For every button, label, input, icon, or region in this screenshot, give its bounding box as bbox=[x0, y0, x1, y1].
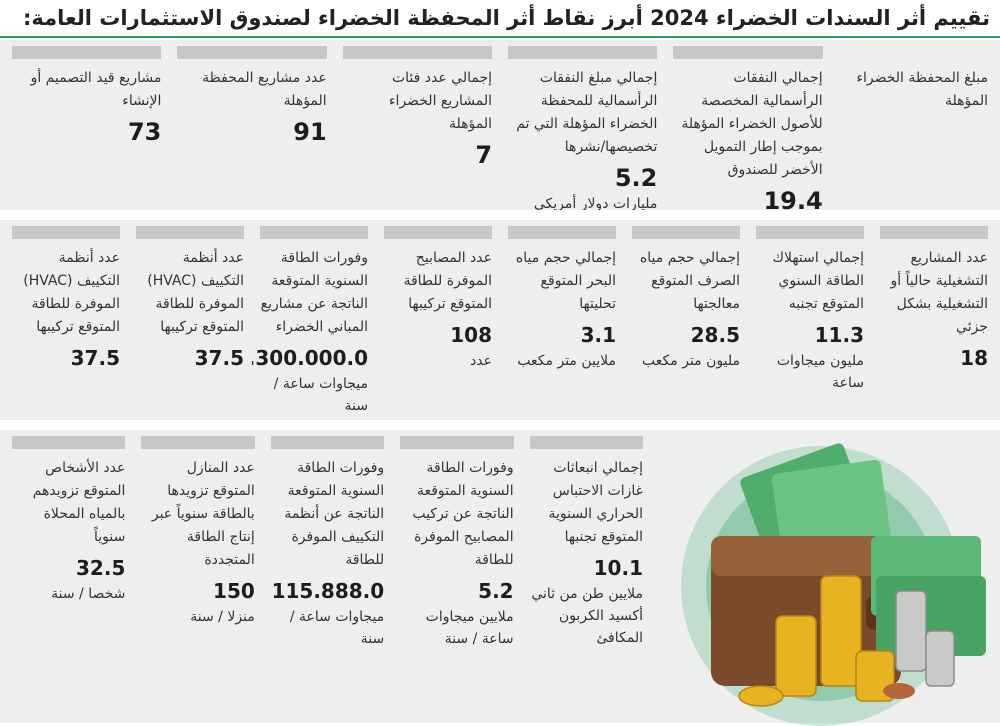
card-bar bbox=[673, 46, 823, 59]
stat-card: عدد المصابيح الموفرة للطاقة المتوقع تركي… bbox=[376, 226, 500, 420]
stat-card: إجمالي عدد فئات المشاريع الخضراء المؤهلة… bbox=[335, 46, 500, 210]
stat-value: 19.4 bbox=[763, 187, 823, 210]
stat-label: إجمالي انبعاثات غازات الاحتباس الحراري ا… bbox=[548, 460, 643, 545]
stat-card: عدد مشاريع المحفظة المؤهلة 91 bbox=[169, 46, 334, 210]
stat-unit: ميجاوات ساعة / سنة bbox=[273, 376, 368, 414]
stat-unit: مليارات دولار أمريكي bbox=[533, 196, 658, 210]
card-bar bbox=[270, 436, 385, 449]
title: تقييم أثر السندات الخضراء 2024 أبرز نقاط… bbox=[0, 0, 1000, 38]
stat-unit: ملايين متر مكعب bbox=[517, 353, 616, 369]
stat-value: 32.5 bbox=[76, 556, 126, 580]
card-bar bbox=[12, 226, 120, 239]
section: مبلغ المحفظة الخضراء المؤهلة إجمالي النفق… bbox=[0, 40, 1000, 210]
card-bar bbox=[260, 226, 368, 239]
stat-label: مشاريع قيد التصميم أو الإنشاء bbox=[30, 70, 162, 109]
stat-value: 11.3 bbox=[814, 323, 864, 347]
card-bar bbox=[400, 436, 514, 449]
card-bar bbox=[136, 226, 244, 239]
stat-value: 10.1 bbox=[593, 556, 643, 580]
card-bar bbox=[880, 226, 988, 239]
card-bar bbox=[756, 226, 864, 239]
stat-unit: ميجاوات ساعة / سنة bbox=[289, 609, 385, 647]
stat-value: 28.5 bbox=[690, 323, 740, 347]
stat-label: عدد مشاريع المحفظة المؤهلة bbox=[202, 70, 327, 109]
section: إجمالي انبعاثات غازات الاحتباس الحراري ا… bbox=[0, 430, 1000, 726]
stat-label: عدد الأشخاص المتوقع تزويدهم بالمياه المح… bbox=[32, 460, 126, 545]
stat-label: عدد أنظمة التكييف (HVAC) الموفرة للطاقة … bbox=[23, 250, 120, 335]
stat-value: 18 bbox=[960, 346, 988, 370]
stat-unit: عدد bbox=[470, 353, 492, 369]
card-bar bbox=[632, 226, 740, 239]
stat-label: عدد المنازل المتوقع تزويدها بالطاقة سنوي… bbox=[151, 460, 255, 568]
stat-value: 5.2 bbox=[478, 579, 514, 603]
stat-card: عدد أنظمة التكييف (HVAC) الموفرة للطاقة … bbox=[4, 226, 128, 420]
card-bar bbox=[508, 46, 658, 59]
stat-label: إجمالي عدد فئات المشاريع الخضراء المؤهلة bbox=[388, 70, 493, 132]
stat-card: إجمالي انبعاثات غازات الاحتباس الحراري ا… bbox=[522, 436, 651, 723]
section: عدد المشاريع التشغيلية حالياً أو التشغيل… bbox=[0, 220, 1000, 420]
stat-unit: ملايين طن من ثاني أكسيد الكربون المكافئ bbox=[531, 586, 643, 646]
stat-value: 7 bbox=[475, 141, 493, 169]
stat-label: مبلغ المحفظة الخضراء المؤهلة bbox=[856, 70, 988, 109]
stat-card: وفورات الطاقة السنوية المتوقعة الناتجة ع… bbox=[252, 226, 376, 420]
stat-label: وفورات الطاقة السنوية المتوقعة الناتجة ع… bbox=[260, 250, 368, 335]
stat-label: إجمالي النفقات الرأسمالية المخصصة للأصول… bbox=[681, 70, 823, 178]
stat-label: عدد المصابيح الموفرة للطاقة المتوقع تركي… bbox=[403, 250, 492, 312]
stat-unit: ملايين ميجاوات ساعة / سنة bbox=[425, 609, 514, 647]
stat-card: إجمالي حجم مياه البحر المتوقع تحليتها 3.1… bbox=[500, 226, 624, 420]
stat-value: 3.1 bbox=[580, 323, 616, 347]
card-bar bbox=[529, 436, 643, 449]
stat-value: 150 bbox=[213, 579, 255, 603]
stat-card: عدد المنازل المتوقع تزويدها بالطاقة سنوي… bbox=[133, 436, 262, 723]
stat-card: إجمالي النفقات الرأسمالية المخصصة للأصول… bbox=[665, 46, 830, 210]
stat-card: مبلغ المحفظة الخضراء المؤهلة bbox=[831, 46, 996, 210]
stat-card: وفورات الطاقة السنوية المتوقعة الناتجة ع… bbox=[392, 436, 521, 723]
card-bar bbox=[141, 436, 255, 449]
stat-label: وفورات الطاقة السنوية المتوقعة الناتجة ع… bbox=[412, 460, 514, 568]
stat-value: 37.5 bbox=[70, 346, 120, 370]
stat-value: 115.888.0 bbox=[271, 579, 385, 603]
stat-card: إجمالي استهلاك الطاقة السنوي المتوقع تجن… bbox=[748, 226, 872, 420]
stat-unit: شخصا / سنة bbox=[51, 586, 126, 602]
stat-card: وفورات الطاقة السنوية المتوقعة الناتجة ع… bbox=[263, 436, 392, 723]
stat-value: 108 bbox=[450, 323, 492, 347]
card-bar bbox=[342, 46, 493, 59]
stat-label: عدد أنظمة التكييف (HVAC) الموفرة للطاقة … bbox=[147, 250, 244, 335]
stat-label: إجمالي حجم مياه الصرف المتوقع معالجتها bbox=[639, 250, 740, 312]
card-bar bbox=[508, 226, 616, 239]
stat-card: عدد المشاريع التشغيلية حالياً أو التشغيل… bbox=[872, 226, 996, 420]
stat-unit: مليون ميجاوات ساعة bbox=[776, 353, 864, 391]
stat-label: وفورات الطاقة السنوية المتوقعة الناتجة ع… bbox=[284, 460, 385, 568]
card-bar bbox=[177, 46, 327, 59]
stat-value: 2.300.000.0 bbox=[252, 346, 368, 370]
stat-card: عدد الأشخاص المتوقع تزويدهم بالمياه المح… bbox=[4, 436, 133, 723]
card-bar bbox=[384, 226, 492, 239]
card-bar bbox=[839, 46, 988, 59]
stat-value: 5.2 bbox=[614, 164, 658, 192]
stat-label: عدد المشاريع التشغيلية حالياً أو التشغيل… bbox=[890, 250, 988, 335]
stat-value: 91 bbox=[293, 118, 327, 146]
stat-card: عدد أنظمة التكييف (HVAC) الموفرة للطاقة … bbox=[128, 226, 252, 420]
wallet-coins bbox=[681, 443, 986, 726]
stat-value: 73 bbox=[127, 118, 162, 146]
stat-label: إجمالي حجم مياه البحر المتوقع تحليتها bbox=[515, 250, 616, 312]
card-bar bbox=[12, 46, 162, 59]
stat-label: إجمالي استهلاك الطاقة السنوي المتوقع تجن… bbox=[772, 250, 864, 312]
stat-card: إجمالي حجم مياه الصرف المتوقع معالجتها 28… bbox=[624, 226, 748, 420]
card-bar bbox=[11, 436, 126, 449]
stat-card: مشاريع قيد التصميم أو الإنشاء 73 bbox=[4, 46, 169, 210]
stat-value: 37.5 bbox=[194, 346, 244, 370]
stat-unit: منزلا / سنة bbox=[190, 609, 255, 625]
illustration bbox=[651, 436, 996, 726]
stat-label: إجمالي مبلغ النفقات الرأسمالية للمحفظة ا… bbox=[516, 70, 658, 155]
stat-unit: مليون متر مكعب bbox=[642, 353, 740, 369]
stat-card: إجمالي مبلغ النفقات الرأسمالية للمحفظة ا… bbox=[500, 46, 665, 210]
